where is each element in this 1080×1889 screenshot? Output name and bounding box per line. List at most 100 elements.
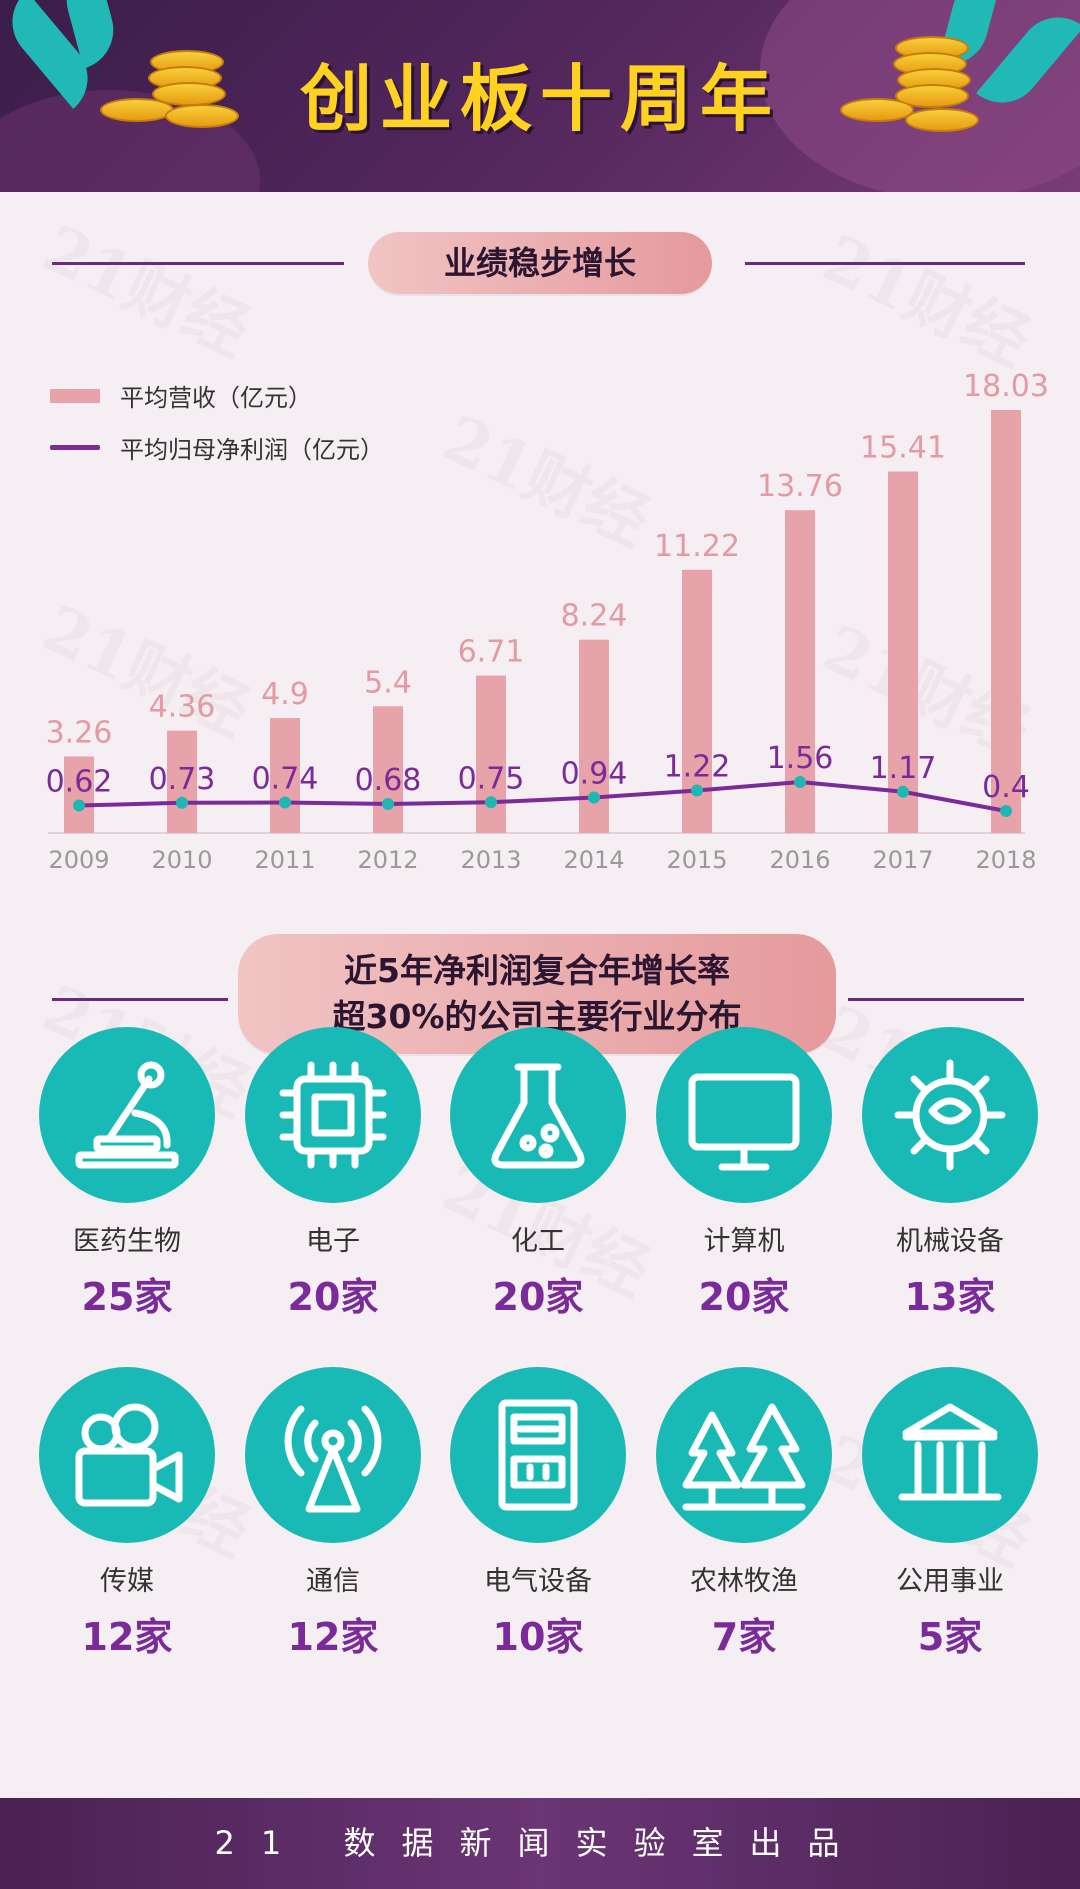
profit-point	[691, 784, 703, 797]
monitor-icon	[688, 1073, 800, 1171]
legend-profit-label: 平均归母净利润（亿元）	[120, 436, 384, 464]
industry-icon-circle	[862, 1367, 1038, 1543]
legend-bar-swatch	[50, 388, 100, 403]
x-tick-label: 2013	[460, 846, 521, 874]
industry-name: 电子	[306, 1226, 360, 1257]
industry-name: 通信	[306, 1566, 360, 1597]
legend-profit: 平均归母净利润（亿元）	[50, 430, 384, 465]
page-title: 创业板十周年	[299, 57, 780, 141]
revenue-bar	[888, 471, 918, 833]
industry-count: 12家	[287, 1615, 379, 1659]
profit-point	[897, 785, 909, 798]
x-tick-label: 2009	[48, 846, 109, 874]
profit-point	[176, 796, 188, 809]
x-tick-label: 2018	[975, 846, 1036, 874]
industry-item: 计算机 20家	[644, 1027, 844, 1321]
industry-name: 医药生物	[73, 1226, 181, 1257]
industry-item: 化工 20家	[438, 1027, 638, 1321]
industry-count: 25家	[81, 1275, 173, 1319]
revenue-data-label: 6.71	[458, 635, 525, 670]
footer-credit: 21 数据新闻实验室出品	[0, 1798, 1080, 1889]
trees-icon	[682, 1403, 806, 1511]
legend-revenue-label: 平均营收（亿元）	[120, 384, 312, 412]
profit-point	[794, 776, 806, 788]
industry-item: 传媒 12家	[27, 1367, 227, 1661]
section1-divider-right	[745, 262, 1025, 265]
revenue-data-label: 4.36	[149, 690, 216, 725]
video-camera-icon	[75, 1403, 183, 1507]
section1-title: 业绩稳步增长	[368, 232, 712, 294]
industry-item: 医药生物 25家	[27, 1027, 227, 1321]
industry-count: 7家	[711, 1615, 777, 1659]
industry-name: 农林牧渔	[690, 1566, 798, 1597]
industry-count: 13家	[904, 1275, 996, 1319]
public-building-icon	[898, 1403, 1002, 1501]
profit-point	[382, 798, 394, 810]
industry-icon-circle	[39, 1027, 215, 1203]
industry-icon-circle	[656, 1367, 832, 1543]
revenue-data-label: 4.9	[261, 677, 309, 712]
profit-data-label: 0.74	[252, 762, 319, 797]
industry-item: 公用事业 5家	[850, 1367, 1050, 1661]
flask-icon	[491, 1063, 585, 1169]
revenue-data-label: 3.26	[46, 716, 113, 751]
industry-name: 计算机	[703, 1226, 785, 1257]
industry-item: 机械设备 13家	[850, 1027, 1050, 1321]
profit-point	[1000, 805, 1012, 817]
industry-count: 20家	[492, 1275, 584, 1319]
x-tick-label: 2015	[666, 846, 727, 874]
section2-divider-left	[52, 998, 228, 1001]
industry-name: 化工	[511, 1226, 565, 1257]
industry-name: 电气设备	[484, 1566, 592, 1597]
profit-data-label: 1.56	[767, 741, 834, 776]
revenue-data-label: 5.4	[364, 665, 412, 700]
industry-icon-circle	[450, 1027, 626, 1203]
industry-item: 电子 20家	[233, 1027, 433, 1321]
industry-name: 机械设备	[896, 1226, 1004, 1257]
revenue-bar	[373, 706, 403, 833]
profit-point	[279, 796, 291, 809]
gear-icon	[894, 1059, 1006, 1171]
chip-icon	[279, 1061, 387, 1169]
profit-line	[78, 779, 1007, 813]
section2-title-line1: 近5年净利润复合年增长率	[344, 951, 730, 990]
revenue-data-label: 8.24	[561, 599, 628, 634]
legend-revenue: 平均营收（亿元）	[50, 378, 312, 413]
industry-count: 12家	[81, 1615, 173, 1659]
x-tick-label: 2010	[151, 846, 212, 874]
revenue-bar	[476, 675, 506, 833]
x-tick-label: 2014	[563, 846, 624, 874]
x-tick-label: 2017	[872, 846, 933, 874]
x-tick-label: 2016	[769, 846, 830, 874]
electric-cabinet-icon	[498, 1399, 578, 1511]
industry-count: 10家	[492, 1615, 584, 1659]
section1-divider-left	[52, 262, 344, 265]
section2-divider-right	[848, 998, 1024, 1001]
profit-data-label: 0.75	[458, 761, 525, 796]
industry-count: 20家	[287, 1275, 379, 1319]
industry-icon-circle	[656, 1027, 832, 1203]
profit-data-label: 0.4	[982, 770, 1030, 805]
revenue-bar	[270, 718, 300, 833]
revenue-data-label: 18.03	[963, 369, 1049, 404]
industry-item: 农林牧渔 7家	[644, 1367, 844, 1661]
revenue-data-label: 15.41	[860, 430, 946, 465]
industry-icon-circle	[39, 1367, 215, 1543]
industry-icon-circle	[450, 1367, 626, 1543]
industry-item: 通信 12家	[233, 1367, 433, 1661]
x-tick-label: 2012	[357, 846, 418, 874]
x-tick-label: 2011	[254, 846, 315, 874]
industry-name: 公用事业	[896, 1566, 1004, 1597]
industry-count: 5家	[917, 1615, 983, 1659]
profit-data-label: 1.17	[870, 751, 937, 786]
revenue-data-label: 13.76	[757, 469, 843, 504]
industry-item: 电气设备 10家	[438, 1367, 638, 1661]
revenue-bar	[579, 639, 609, 833]
profit-point	[485, 796, 497, 809]
revenue-profit-chart: 3.26 2009 4.36 2010 4.9 2011 5.4 2012 6.71 2013 8.…	[46, 369, 1049, 874]
revenue-data-label: 11.22	[654, 529, 740, 564]
header-banner: 创业板十周年	[0, 0, 1080, 192]
industry-count: 20家	[698, 1275, 790, 1319]
profit-data-label: 0.73	[149, 762, 216, 797]
